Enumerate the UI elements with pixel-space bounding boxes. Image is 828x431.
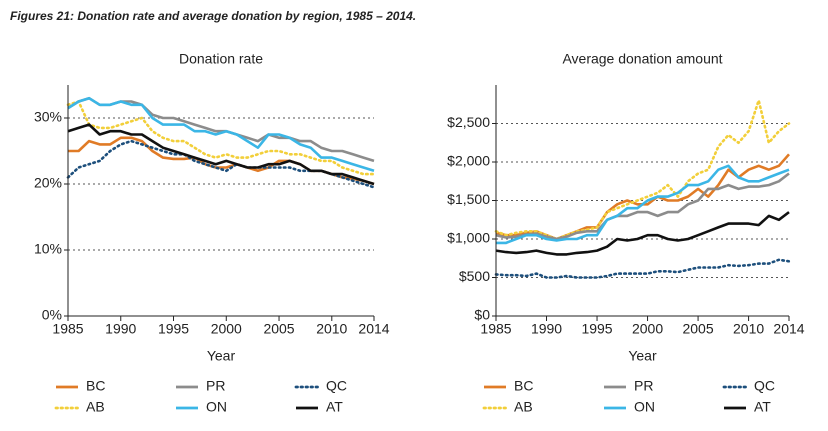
series-line [495,211,790,256]
legend-label: AB [514,399,533,415]
x-tick-label: 2005 [682,321,713,337]
chart-title: Donation rate [179,51,263,67]
legend-label: QC [754,378,775,394]
legend-label: PR [634,378,653,394]
figure-title: Figures 21: Donation rate and average do… [10,9,417,23]
series-line [66,139,376,189]
x-tick-label: 1995 [158,321,189,337]
y-tick-label: $2,500 [447,114,490,130]
series-line [494,99,791,241]
x-tick-label: 1995 [581,321,612,337]
y-tick-label: $0 [474,307,490,323]
x-tick-label: 1985 [52,321,83,337]
series-line [495,172,790,241]
legend-label: AT [326,399,343,415]
x-tick-label: 2010 [316,321,347,337]
series-line [495,153,790,241]
x-tick-label: 2005 [263,321,294,337]
y-tick-label: 10% [34,241,62,257]
series-line [67,96,375,163]
legend-label: QC [326,378,347,394]
series-line [67,96,375,173]
series-line [66,100,376,176]
legend-label: BC [514,378,533,394]
x-axis-label: Year [207,348,236,364]
x-tick-label: 2014 [358,321,389,337]
x-tick-label: 1985 [480,321,511,337]
y-tick-label: 30% [34,109,62,125]
x-tick-label: 2000 [211,321,242,337]
x-tick-label: 1990 [531,321,562,337]
x-axis-label: Year [628,348,657,364]
legend-label: AB [86,399,105,415]
legend-label: PR [206,378,225,394]
y-tick-label: 20% [34,175,62,191]
legend-label: BC [86,378,105,394]
y-tick-label: $500 [459,268,490,284]
x-tick-label: 2000 [632,321,663,337]
series-line [67,123,375,186]
legend-label: ON [206,399,227,415]
y-tick-label: 0% [42,307,62,323]
y-tick-label: $1,500 [447,191,490,207]
legend-label: ON [634,399,655,415]
x-tick-label: 2014 [773,321,804,337]
y-tick-label: $2,000 [447,153,490,169]
series-line [494,258,791,279]
x-tick-label: 1990 [105,321,136,337]
legend-label: AT [754,399,771,415]
x-tick-label: 2010 [733,321,764,337]
series-line [496,164,790,245]
chart-title: Average donation amount [562,51,722,67]
y-tick-label: $1,000 [447,230,490,246]
